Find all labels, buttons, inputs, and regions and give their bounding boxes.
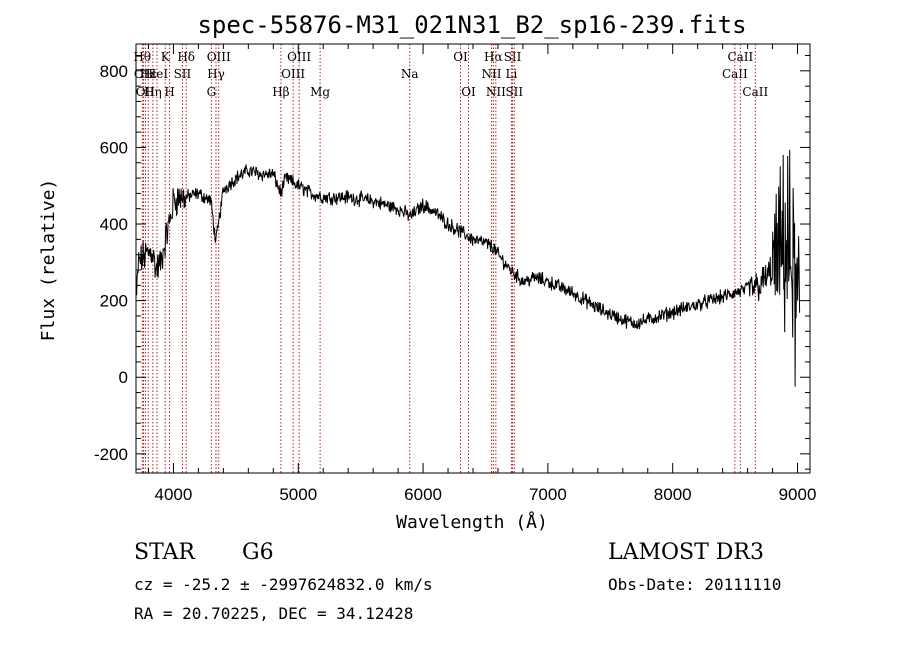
y-axis-label: Flux (relative) [38, 179, 59, 342]
spectral-line-label: Hδ [177, 50, 195, 64]
spectral-line-label: OI [453, 50, 468, 64]
y-tick-label: 600 [100, 138, 128, 157]
spectral-line-markers: HθOIIOIIHεHηHeIKHSIIHδGHγOIIIHβOIIIOIIIM… [133, 44, 768, 473]
spectral-line-label: OIII [207, 50, 231, 64]
y-tick-label: -200 [94, 445, 128, 464]
y-tick-label: 0 [119, 368, 128, 387]
star-class-label: STAR [134, 540, 195, 565]
spectral-line-label: NII [486, 85, 506, 99]
x-tick-label: 9000 [779, 485, 817, 504]
y-tick-label: 800 [100, 62, 128, 81]
spectral-line-label: Hα [484, 50, 503, 64]
spectral-line-label: Hγ [207, 67, 225, 81]
sky-coordinates: RA = 20.70225, DEC = 34.12428 [134, 604, 414, 623]
spectral-line-label: OIII [281, 67, 305, 81]
observation-date: Obs-Date: 20111110 [608, 575, 782, 594]
spectral-line-label: CaII [742, 85, 768, 99]
x-tick-label: 6000 [404, 485, 442, 504]
x-axis-label: Wavelength (Å) [396, 511, 548, 533]
spectral-line-label: Hθ [133, 50, 151, 64]
spectral-line-label: K [161, 50, 171, 64]
survey-name: LAMOST DR3 [608, 540, 764, 565]
x-tick-label: 4000 [155, 485, 193, 504]
spectral-line-label: Hβ [272, 85, 289, 99]
spectral-line-label: SII [505, 85, 523, 99]
spectral-line-label: Hη [144, 85, 162, 99]
spectral-line-label: SII [504, 50, 522, 64]
spectral-line-label: G [207, 85, 217, 99]
spectral-line-label: NII [481, 67, 501, 81]
x-tick-label: 5000 [279, 485, 317, 504]
spectral-line-label: CaII [727, 50, 753, 64]
y-tick-label: 400 [100, 215, 128, 234]
spectral-line-label: H [164, 85, 174, 99]
spectral-line-label: Na [401, 67, 419, 81]
spectral-line-label: CaII [722, 67, 748, 81]
spectral-line-label: OIII [287, 50, 311, 64]
spectral-subclass: G6 [242, 540, 274, 565]
spectral-line-label: Mg [310, 85, 330, 99]
axis-ticks: 4000 5000 6000 7000 8000 9000 -200 0 200 400 600 80… [94, 44, 816, 504]
spectral-line-label: OI [461, 85, 476, 99]
spectral-line-label: Li [506, 67, 518, 81]
spectral-line-label: OII [136, 85, 156, 99]
spectral-line-label: SII [174, 67, 192, 81]
spectrum-trace [136, 149, 801, 387]
spectral-line-label: HeI [146, 67, 169, 81]
x-tick-label: 8000 [654, 485, 692, 504]
redshift-cz: cz = -25.2 ± -2997624832.0 km/s [134, 575, 433, 594]
plot-frame [135, 43, 811, 474]
x-tick-label: 7000 [529, 485, 567, 504]
chart-title: spec-55876-M31_021N31_B2_sp16-239.fits [197, 11, 746, 39]
y-tick-label: 200 [100, 292, 128, 311]
